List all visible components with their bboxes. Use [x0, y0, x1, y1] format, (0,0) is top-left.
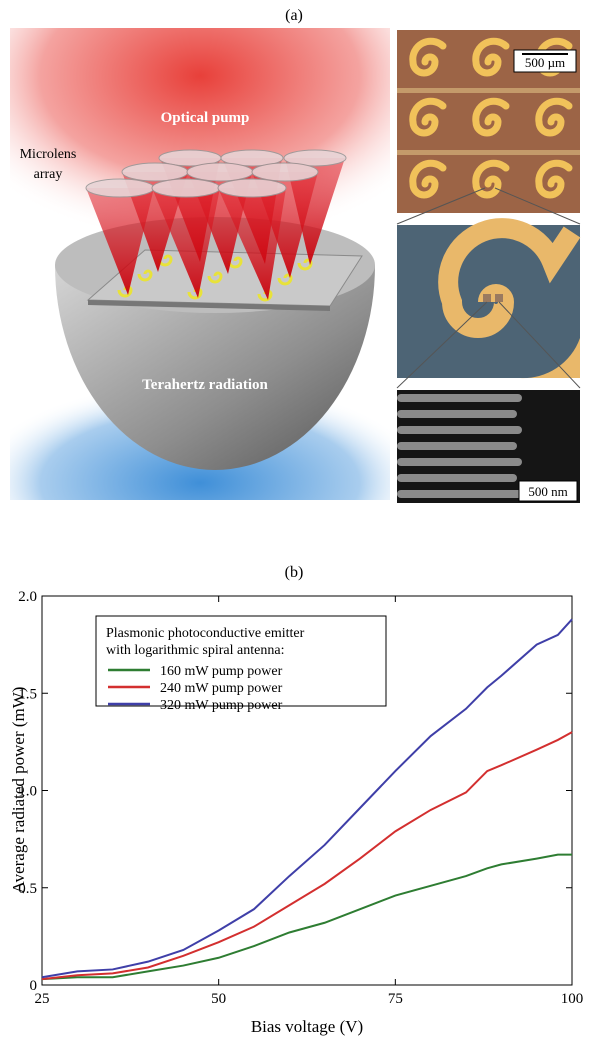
series-line [42, 855, 572, 979]
x-tick-label: 100 [561, 991, 584, 1007]
illustration: Optical pump Microlens array Terahertz r… [10, 28, 390, 500]
decor-ellipse [187, 163, 253, 181]
terahertz-label: Terahertz radiation [142, 377, 268, 393]
series-line [42, 732, 572, 979]
decor-rect [483, 294, 491, 302]
scale-label: 500 nm [528, 484, 567, 499]
decor-rect [397, 490, 522, 498]
y-tick-label: 1.5 [18, 686, 37, 702]
legend-label: 240 mW pump power [160, 681, 283, 696]
x-tick-label: 75 [388, 991, 403, 1007]
page: {"panel_a": {"label": "(a)", "optical_pu… [0, 0, 589, 1047]
y-tick-label: 2.0 [18, 589, 37, 605]
y-tick-label: 0.5 [18, 881, 37, 897]
microlens-label: Microlens [20, 147, 77, 162]
scale-label: 500 µm [525, 55, 565, 70]
x-tick-label: 50 [211, 991, 226, 1007]
decor-rect [397, 442, 517, 450]
decor-rect [397, 394, 522, 402]
decor-rect [397, 474, 517, 482]
panel-label: (a) [285, 7, 303, 24]
body: (a) Optical pump Microlens array Teraher… [0, 0, 589, 1047]
optical-pump-label: Optical pump [161, 110, 250, 126]
microlens-label: array [34, 167, 63, 182]
x-axis-label: Bias voltage (V) [251, 1017, 363, 1036]
y-tick-label: 0 [30, 978, 38, 994]
decor-ellipse [122, 163, 188, 181]
figure: (a) Optical pump Microlens array Teraher… [0, 0, 589, 1042]
decor-ellipse [86, 179, 154, 197]
decor-rect [495, 294, 503, 302]
decor-rect [397, 426, 522, 434]
decor-rect [397, 88, 580, 93]
panel-label: (b) [285, 564, 304, 581]
micrographs: 500 µm 500 nm [397, 30, 580, 503]
decor-rect [397, 458, 522, 466]
decor-rect [397, 150, 580, 155]
legend-label: 320 mW pump power [160, 698, 283, 713]
decor-ellipse [252, 163, 318, 181]
decor-rect [397, 410, 517, 418]
legend-label: 160 mW pump power [160, 664, 283, 679]
decor-ellipse [152, 179, 220, 197]
legend-title: with logarithmic spiral antenna: [106, 643, 284, 658]
decor-ellipse [218, 179, 286, 197]
y-tick-label: 1.0 [18, 784, 37, 800]
legend-title: Plasmonic photoconductive emitter [106, 626, 305, 641]
